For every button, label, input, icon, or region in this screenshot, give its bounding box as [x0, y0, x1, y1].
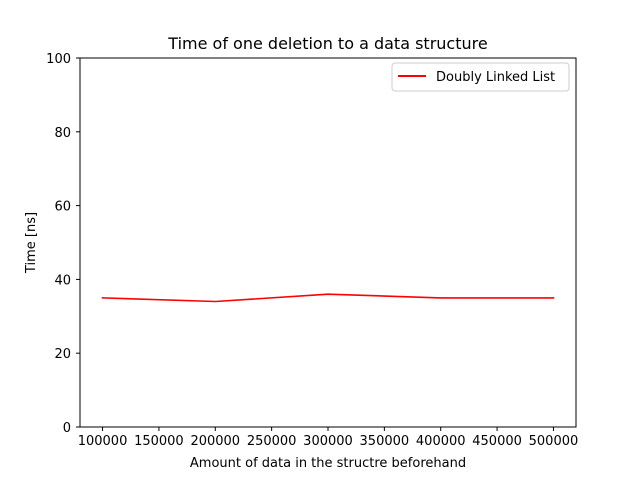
series-layer: [101, 293, 555, 303]
x-tick-label: 150000: [134, 434, 184, 449]
x-tick-label: 200000: [190, 434, 240, 449]
y-tick-label: 40: [54, 273, 71, 288]
y-tick-label: 0: [63, 421, 71, 436]
x-tick-label: 450000: [472, 434, 522, 449]
x-tick-label: 500000: [529, 434, 579, 449]
x-tick-label: 300000: [303, 434, 353, 449]
x-tick-label: 100000: [78, 434, 128, 449]
y-axis-ticks: 0 20 40 60 80 100: [46, 52, 80, 436]
y-axis-title: Time [ns]: [24, 212, 39, 274]
legend: Doubly Linked List: [391, 62, 570, 92]
x-axis-title: Amount of data in the structre beforehan…: [190, 456, 466, 471]
y-tick-label: 20: [54, 347, 71, 362]
chart-title: Time of one deletion to a data structure: [167, 34, 487, 53]
plot-area-frame: [79, 57, 577, 428]
x-tick-label: 350000: [360, 434, 410, 449]
series-line-doubly-linked-list: [101, 293, 555, 303]
y-tick-label: 100: [46, 52, 71, 67]
y-tick-label: 60: [54, 200, 71, 215]
legend-entry-doubly-linked-list: Doubly Linked List: [436, 70, 555, 85]
x-tick-label: 250000: [247, 434, 297, 449]
x-tick-label: 400000: [416, 434, 466, 449]
x-axis-ticks: 100000 150000 200000 250000 300000 350000 4000…: [78, 427, 579, 449]
y-tick-label: 80: [54, 126, 71, 141]
legend-box: [391, 62, 570, 92]
